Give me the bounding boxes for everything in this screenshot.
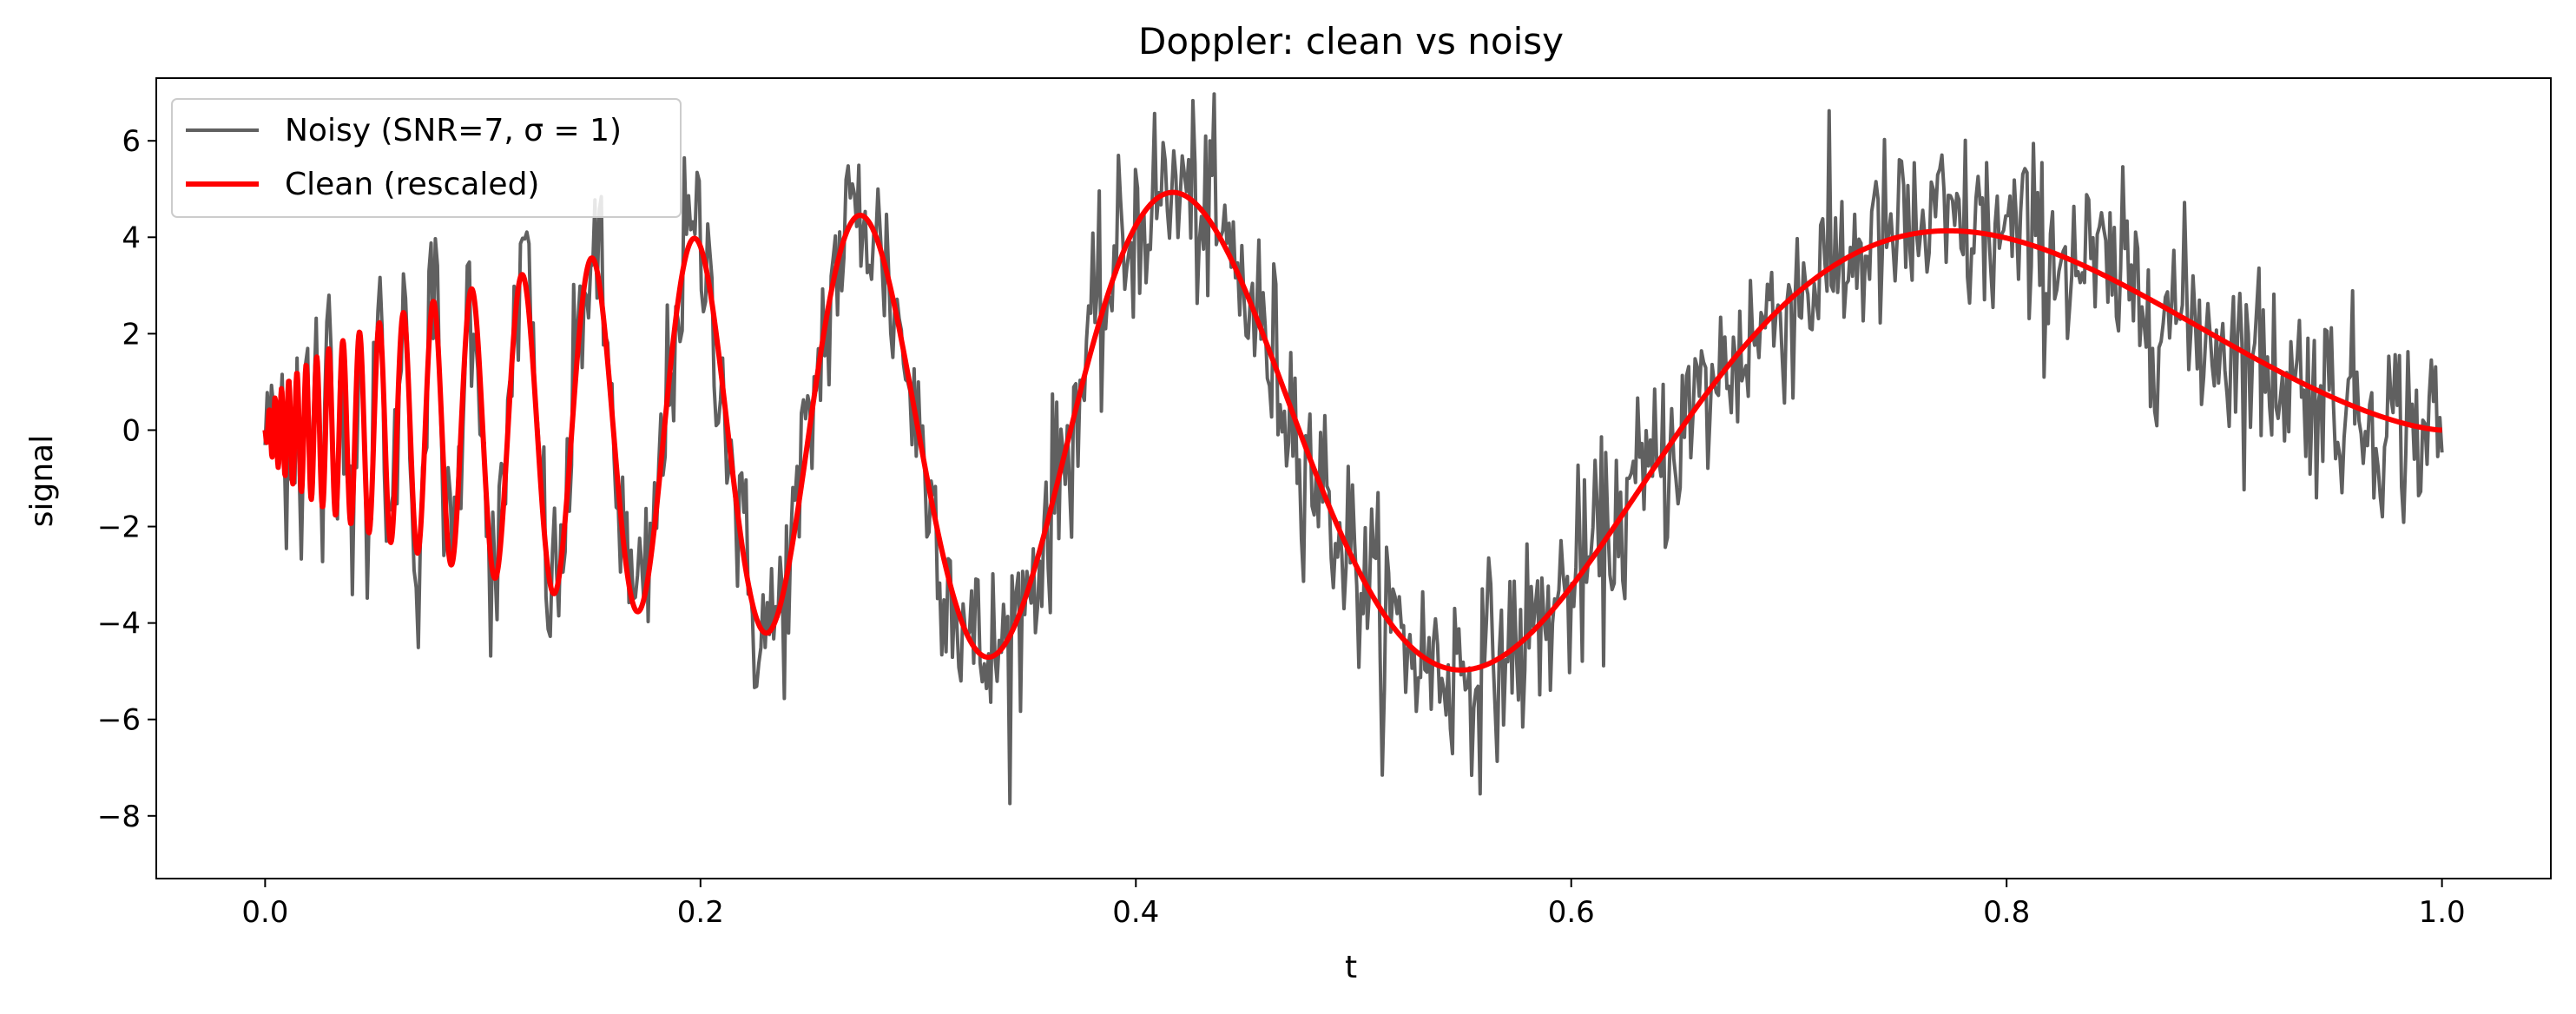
noisy-series-line bbox=[263, 92, 2444, 806]
chart-title: Doppler: clean vs noisy bbox=[1138, 20, 1564, 63]
x-axis: 0.0 0.2 0.4 0.6 0.8 1.0 bbox=[241, 879, 2466, 930]
x-tick-label: 0.2 bbox=[677, 895, 724, 930]
y-tick-label: 0 bbox=[122, 413, 141, 448]
axes-frame bbox=[155, 77, 2552, 879]
y-tick-label: −2 bbox=[97, 510, 141, 545]
y-axis: −8 −6 −4 −2 0 2 4 6 bbox=[97, 124, 156, 834]
legend-clean-label: Clean (rescaled) bbox=[285, 167, 539, 202]
x-axis-label: t bbox=[1345, 950, 1357, 985]
y-axis-label: signal bbox=[24, 435, 60, 528]
legend: Noisy (SNR=7, σ = 1) Clean (rescaled) bbox=[171, 98, 682, 218]
legend-box bbox=[171, 98, 682, 218]
x-tick-label: 0.8 bbox=[1983, 895, 2030, 930]
y-tick-label: −4 bbox=[97, 607, 141, 642]
plot-area bbox=[262, 92, 2445, 806]
legend-noisy-label: Noisy (SNR=7, σ = 1) bbox=[285, 113, 622, 148]
x-tick-label: 0.0 bbox=[241, 895, 288, 930]
y-tick-label: 2 bbox=[122, 317, 141, 352]
clean-series-line bbox=[262, 189, 2445, 673]
x-tick-label: 0.4 bbox=[1112, 895, 1159, 930]
x-tick-label: 0.6 bbox=[1548, 895, 1595, 930]
y-tick-label: 4 bbox=[122, 221, 141, 255]
y-tick-label: −8 bbox=[97, 800, 141, 834]
x-tick-label: 1.0 bbox=[2419, 895, 2466, 930]
y-tick-label: −6 bbox=[97, 703, 141, 738]
y-tick-label: 6 bbox=[122, 124, 141, 159]
